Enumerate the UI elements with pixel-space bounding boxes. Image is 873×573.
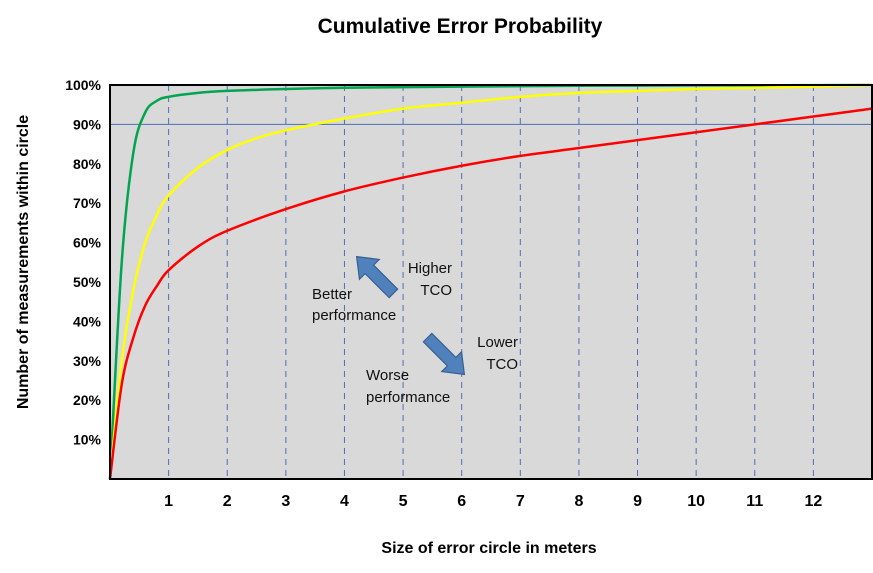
x-tick-label: 5 (399, 493, 408, 510)
arrow-down-right (422, 332, 466, 376)
x-tick-label: 10 (687, 493, 705, 510)
arrow-down-right-shape (422, 332, 466, 376)
x-tick-label: 8 (574, 493, 583, 510)
arrow-up-left (355, 255, 399, 299)
x-tick-label: 1 (164, 493, 173, 510)
annotations: Higher TCO Better performance Lower TCO Worse p… (312, 260, 518, 406)
x-tick-label: 7 (516, 493, 525, 510)
y-tick-label: 50% (73, 274, 102, 290)
x-tick-label: 12 (804, 493, 822, 510)
annotation-text: performance (312, 307, 396, 324)
y-tick-label: 20% (73, 392, 102, 408)
y-tick-label: 30% (73, 353, 102, 369)
y-axis-label: Number of measurements within circle (15, 115, 32, 409)
y-tick-label: 10% (73, 432, 102, 448)
series-line-1 (108, 83, 873, 480)
annotation-text: Worse (366, 367, 409, 384)
annotation-text: TCO (420, 282, 452, 299)
plot-border (109, 84, 873, 480)
x-tick-label: 11 (746, 493, 763, 510)
x-tick-label: 4 (340, 493, 349, 510)
annotation-text: Lower (477, 334, 518, 351)
annotation-text: Higher (408, 260, 452, 277)
x-tick-label: 9 (633, 493, 642, 510)
annotation-text: TCO (486, 356, 518, 373)
x-axis-label: Size of error circle in meters (381, 540, 596, 557)
y-tick-label: 80% (73, 156, 102, 172)
y-tick-label: 90% (73, 116, 102, 132)
series-line-2 (108, 107, 873, 480)
chart-title: Cumulative Error Probability (318, 15, 603, 38)
x-tick-labels: 1 2 3 4 5 6 7 8 9 10 11 12 (164, 493, 822, 510)
y-tick-label: 100% (65, 77, 101, 93)
plot-area (110, 85, 872, 479)
x-tick-label: 3 (281, 493, 290, 510)
grid-lines (110, 85, 872, 479)
y-tick-label: 40% (73, 313, 102, 329)
y-tick-label: 70% (73, 195, 102, 211)
direction-arrows (355, 255, 466, 376)
annotation-text: performance (366, 389, 450, 406)
x-tick-label: 2 (223, 493, 232, 510)
arrow-up-left-shape (355, 255, 399, 299)
x-tick-label: 6 (457, 493, 466, 510)
y-tick-labels: 10% 20% 30% 40% 50% 60% 70% 80% 90% 100% (65, 77, 101, 448)
y-tick-label: 60% (73, 235, 102, 251)
annotation-text: Better (312, 286, 352, 303)
